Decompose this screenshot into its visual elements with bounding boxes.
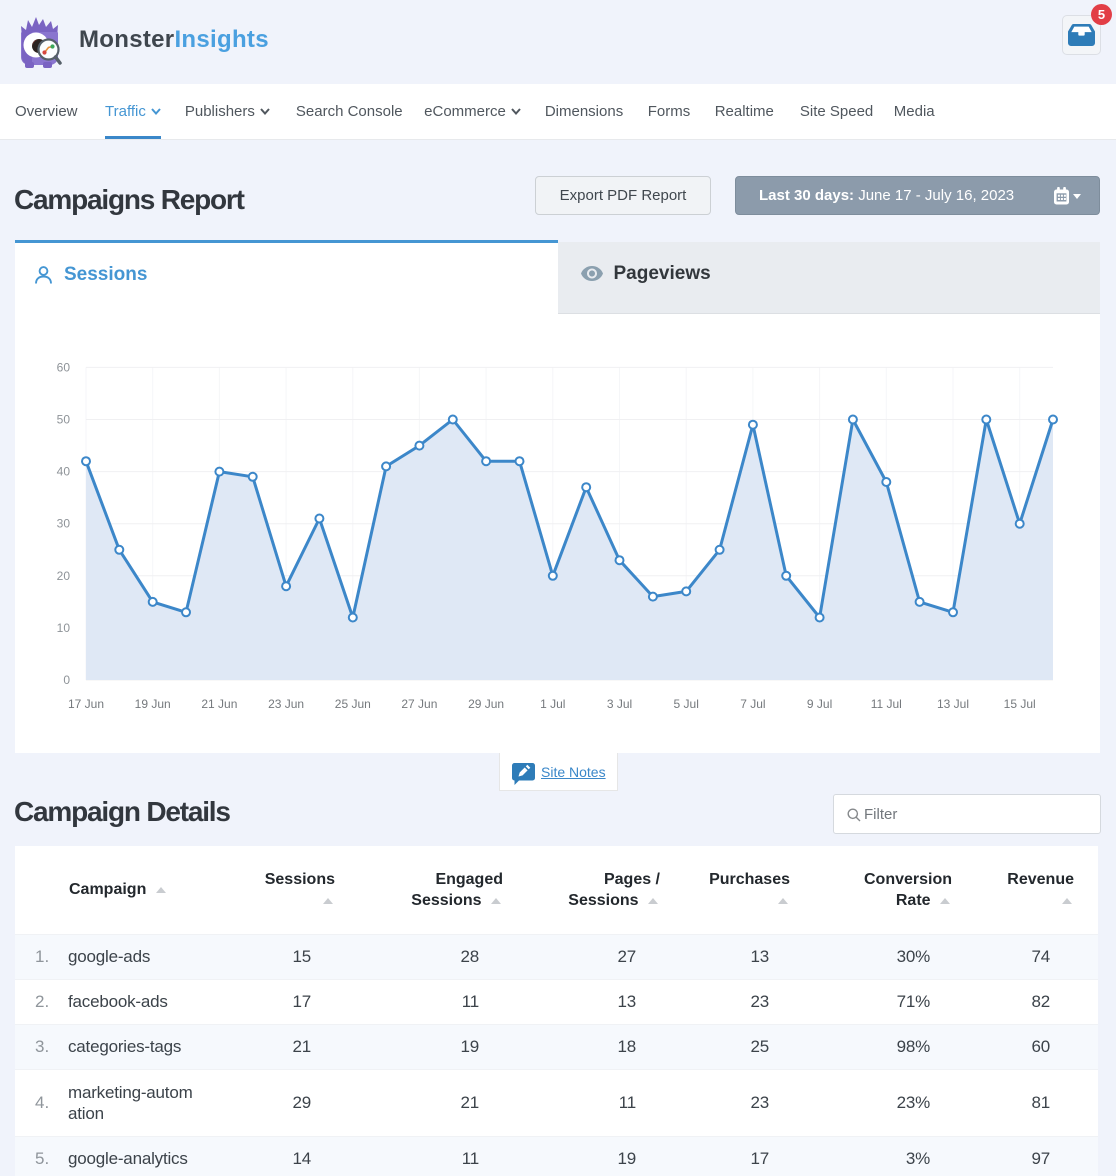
svg-text:60: 60 — [57, 360, 71, 374]
svg-text:27 Jun: 27 Jun — [401, 697, 437, 711]
svg-text:17 Jun: 17 Jun — [68, 697, 104, 711]
svg-text:19 Jun: 19 Jun — [135, 697, 171, 711]
svg-text:40: 40 — [57, 465, 71, 479]
svg-text:25 Jun: 25 Jun — [335, 697, 371, 711]
svg-text:15 Jul: 15 Jul — [1004, 697, 1036, 711]
svg-text:3 Jul: 3 Jul — [607, 697, 632, 711]
svg-text:20: 20 — [57, 569, 71, 583]
svg-text:5 Jul: 5 Jul — [674, 697, 699, 711]
svg-text:0: 0 — [63, 673, 70, 687]
svg-text:10: 10 — [57, 621, 71, 635]
svg-text:11 Jul: 11 Jul — [871, 697, 902, 711]
svg-text:7 Jul: 7 Jul — [740, 697, 765, 711]
svg-text:1 Jul: 1 Jul — [540, 697, 565, 711]
svg-text:50: 50 — [57, 413, 71, 427]
svg-text:30: 30 — [57, 517, 71, 531]
svg-text:23 Jun: 23 Jun — [268, 697, 304, 711]
svg-text:29 Jun: 29 Jun — [468, 697, 504, 711]
svg-text:21 Jun: 21 Jun — [201, 697, 237, 711]
svg-text:9 Jul: 9 Jul — [807, 697, 832, 711]
svg-text:13 Jul: 13 Jul — [937, 697, 969, 711]
